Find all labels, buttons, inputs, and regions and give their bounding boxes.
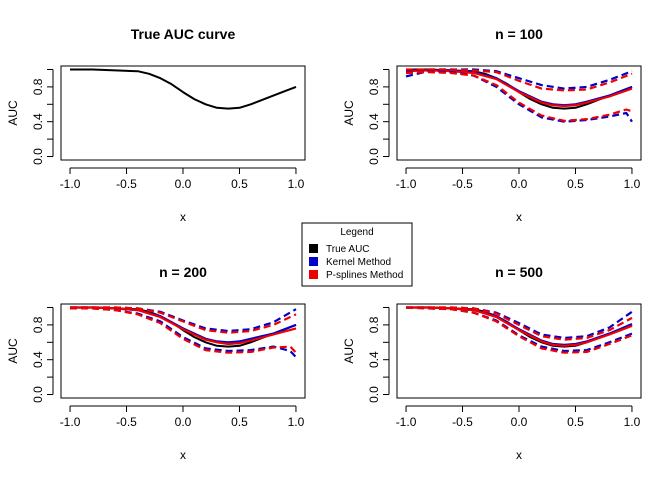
- legend: Legend True AUC Kernel Method P-splines …: [301, 222, 413, 287]
- chart-panel-1: True AUC curve -1.0 -0.5 0.0 0.5 1.0 x 0.0 0.4 0.…: [6, 26, 306, 224]
- x-tick-label: 1.0: [624, 415, 641, 429]
- series-pspline-dashed-6: [70, 307, 297, 354]
- x-tick-label: -0.5: [116, 415, 137, 429]
- legend-swatch-p-splines-method: [309, 270, 318, 279]
- x-tick-label: -1.0: [396, 415, 417, 429]
- chart-title: n = 200: [159, 264, 207, 280]
- y-tick-label: 0.8: [367, 316, 381, 333]
- chart-panel-4: n = 500 -1.0 -0.5 0.0 0.5 1.0 x 0.0 0.4 0.8 AUC: [342, 264, 642, 462]
- x-tick-label: 0.0: [175, 415, 192, 429]
- y-tick-label: 0.0: [367, 148, 381, 165]
- x-tick-label: 1.0: [624, 177, 641, 191]
- y-axis-label: AUC: [6, 100, 20, 126]
- y-tick-label: 0.8: [31, 316, 45, 333]
- legend-label-p-splines-method: P-splines Method: [326, 270, 403, 281]
- panels: True AUC curve -1.0 -0.5 0.0 0.5 1.0 x 0.0 0.4 0.…: [6, 26, 642, 462]
- chart-panel-2: n = 100 -1.0 -0.5 0.0 0.5 1.0 x 0.0 0.4 0.8 AUC: [342, 26, 642, 224]
- x-tick-label: 0.5: [231, 177, 248, 191]
- legend-label-kernel-method: Kernel Method: [326, 257, 391, 268]
- series-kernel-dashed-4: [405, 70, 633, 123]
- x-tick-label: 0.0: [175, 177, 192, 191]
- y-axis-label: AUC: [342, 100, 356, 126]
- y-tick-label: 0.4: [367, 113, 381, 130]
- x-axis-label: x: [180, 210, 186, 224]
- plot-frame: [60, 65, 306, 161]
- y-axis-label: AUC: [6, 338, 20, 364]
- series-pspline-dashed-5: [70, 306, 297, 334]
- x-axis-label: x: [516, 448, 522, 462]
- legend-title: Legend: [340, 227, 373, 238]
- y-tick-label: 0.8: [31, 78, 45, 95]
- x-tick-label: -0.5: [452, 177, 473, 191]
- chart-panel-3: n = 200 -1.0 -0.5 0.0 0.5 1.0 x 0.0 0.4 0.8 AUC: [6, 264, 306, 462]
- y-tick-label: 0.8: [367, 78, 381, 95]
- chart-title: n = 500: [495, 264, 543, 280]
- x-tick-label: 0.0: [511, 415, 528, 429]
- x-tick-label: 0.5: [567, 177, 584, 191]
- plot-frame: [396, 303, 642, 399]
- y-tick-label: 0.4: [31, 113, 45, 130]
- x-tick-label: -0.5: [452, 415, 473, 429]
- series-pspline-dashed-6: [405, 70, 633, 122]
- x-tick-label: -1.0: [60, 177, 81, 191]
- x-tick-label: 1.0: [288, 415, 305, 429]
- x-axis-label: x: [180, 448, 186, 462]
- legend-box: [301, 222, 413, 287]
- y-tick-label: 0.0: [367, 386, 381, 403]
- x-tick-label: -0.5: [116, 177, 137, 191]
- y-tick-label: 0.4: [367, 351, 381, 368]
- series-kernel-dashed-4: [69, 306, 297, 358]
- legend-label-true-auc: True AUC: [326, 244, 370, 255]
- y-tick-label: 0.0: [31, 148, 45, 165]
- x-axis-label: x: [516, 210, 522, 224]
- plot-frame: [60, 303, 306, 399]
- x-tick-label: 0.5: [231, 415, 248, 429]
- series-pspline-dashed-6: [405, 306, 633, 354]
- chart-title: True AUC curve: [131, 26, 236, 42]
- x-tick-label: 0.0: [511, 177, 528, 191]
- y-axis-label: AUC: [342, 338, 356, 364]
- series-pspline-dashed-5: [406, 68, 633, 92]
- series-pspline-dashed-5: [406, 306, 633, 341]
- y-tick-label: 0.4: [31, 351, 45, 368]
- series-true-solid-0: [70, 68, 297, 110]
- x-tick-label: -1.0: [60, 415, 81, 429]
- x-tick-label: -1.0: [396, 177, 417, 191]
- x-tick-label: 0.5: [567, 415, 584, 429]
- legend-swatch-kernel-method: [309, 257, 318, 266]
- chart-title: n = 100: [495, 26, 543, 42]
- x-tick-label: 1.0: [288, 177, 305, 191]
- legend-swatch-true-auc: [309, 244, 318, 253]
- plot-frame: [396, 65, 642, 161]
- y-tick-label: 0.0: [31, 386, 45, 403]
